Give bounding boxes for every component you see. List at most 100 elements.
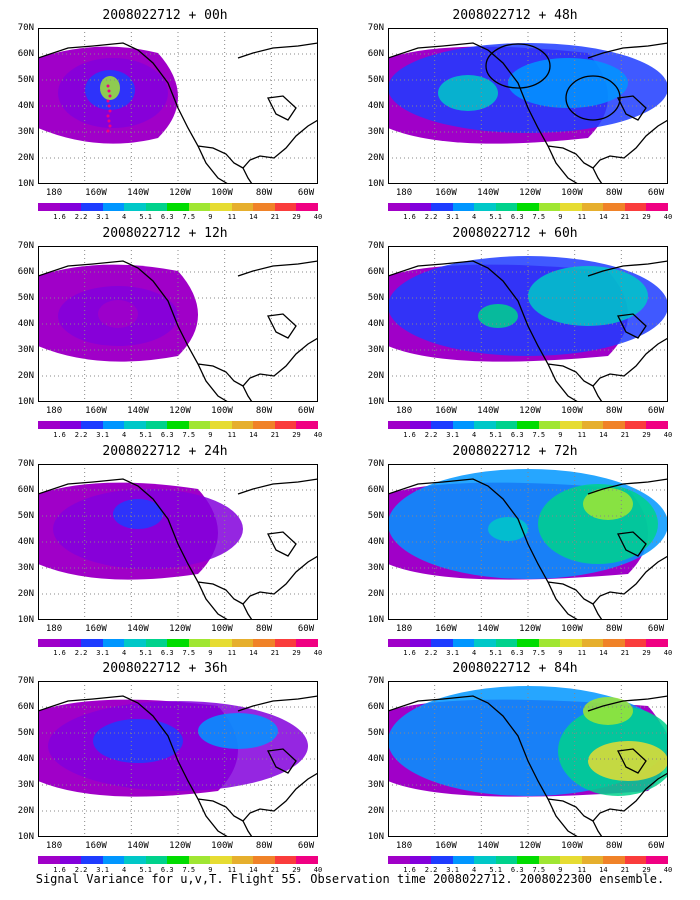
map-panel-p72: 2008022712 + 72h 70N 60N 50N 40N 30N 20N 10N 180… bbox=[350, 444, 680, 657]
flight-track-point bbox=[106, 129, 110, 133]
colorbar-tick-label: 3.1 bbox=[96, 431, 109, 439]
longitude-tick-label: 100W bbox=[211, 188, 233, 198]
colorbar bbox=[38, 421, 318, 429]
longitude-tick-label: 140W bbox=[127, 841, 149, 851]
longitude-tick-label: 180 bbox=[395, 406, 413, 416]
colorbar-tick-label: 1.6 bbox=[403, 866, 416, 874]
longitude-tick-label: 120W bbox=[169, 841, 191, 851]
colorbar-swatch bbox=[145, 203, 168, 211]
colorbar-swatch bbox=[167, 639, 189, 647]
colorbar-labels: 1.6 2.2 3.1 4 5.1 6.3 7.5 9 11 14 21 29 40 bbox=[38, 431, 322, 441]
colorbar-swatch bbox=[431, 856, 453, 864]
colorbar-swatch bbox=[646, 203, 668, 211]
longitude-tick-label: 160W bbox=[435, 188, 457, 198]
map-panel-p12: 2008022712 + 12h 70N 60N 50N 40N 30N 20N 10N 180… bbox=[0, 226, 330, 439]
flight-track-point bbox=[106, 99, 110, 103]
longitude-tick-label: 180 bbox=[395, 188, 413, 198]
map-frame bbox=[388, 681, 668, 837]
colorbar-swatch bbox=[646, 856, 668, 864]
colorbar-swatch bbox=[59, 639, 82, 647]
colorbar-swatch bbox=[167, 856, 189, 864]
colorbar-labels: 1.6 2.2 3.1 4 5.1 6.3 7.5 9 11 14 21 29 40 bbox=[38, 213, 322, 223]
longitude-tick-label: 100W bbox=[211, 624, 233, 634]
longitude-tick-label: 140W bbox=[127, 406, 149, 416]
variance-contour bbox=[98, 300, 138, 328]
variance-contour bbox=[113, 499, 163, 529]
colorbar-tick-label: 3.1 bbox=[446, 649, 459, 657]
colorbar-tick-label: 11 bbox=[577, 866, 587, 874]
colorbar-swatch bbox=[581, 639, 604, 647]
colorbar-swatch bbox=[188, 856, 211, 864]
latitude-tick-label: 50N bbox=[17, 293, 34, 303]
map-panel-p84: 2008022712 + 84h 70N 60N 50N 40N 30N 20N 10N 180… bbox=[350, 661, 680, 874]
colorbar-tick-label: 40 bbox=[313, 866, 323, 874]
colorbar-tick-label: 5.1 bbox=[489, 431, 503, 439]
colorbar-swatch bbox=[388, 856, 410, 864]
colorbar-swatch bbox=[474, 856, 496, 864]
colorbar-tick-label: 40 bbox=[663, 866, 673, 874]
colorbar-tick-label: 3.1 bbox=[446, 866, 459, 874]
longitude-tick-label: 100W bbox=[561, 624, 583, 634]
colorbar-tick-label: 4 bbox=[122, 649, 127, 657]
colorbar-swatch bbox=[145, 639, 168, 647]
colorbar-swatch bbox=[495, 421, 518, 429]
colorbar-swatch bbox=[603, 203, 625, 211]
colorbar-tick-label: 40 bbox=[663, 431, 673, 439]
colorbar-tick-label: 9 bbox=[558, 649, 563, 657]
variance-contour bbox=[588, 741, 668, 781]
variance-contour bbox=[478, 304, 518, 328]
colorbar-swatch bbox=[538, 203, 561, 211]
colorbar-tick-label: 5.1 bbox=[139, 431, 153, 439]
colorbar-tick-label: 29 bbox=[642, 866, 651, 874]
colorbar-swatch bbox=[167, 421, 189, 429]
longitude-tick-label: 120W bbox=[169, 624, 191, 634]
colorbar-swatch bbox=[210, 856, 232, 864]
colorbar-tick-label: 6.3 bbox=[160, 431, 174, 439]
colorbar-swatch bbox=[603, 639, 625, 647]
colorbar-swatch bbox=[253, 856, 275, 864]
colorbar-swatch bbox=[581, 856, 604, 864]
colorbar-tick-label: 6.3 bbox=[160, 866, 174, 874]
longitude-tick-label: 60W bbox=[647, 624, 665, 634]
flight-track-point bbox=[107, 104, 111, 108]
colorbar-tick-label: 4 bbox=[122, 431, 127, 439]
flight-track-point bbox=[108, 124, 112, 128]
colorbar-swatch bbox=[210, 639, 232, 647]
latitude-tick-label: 30N bbox=[367, 563, 384, 573]
colorbar-swatch bbox=[646, 639, 668, 647]
colorbar-swatch bbox=[388, 639, 410, 647]
colorbar-tick-label: 11 bbox=[227, 431, 237, 439]
colorbar-swatch bbox=[274, 203, 297, 211]
colorbar-swatch bbox=[274, 639, 297, 647]
latitude-tick-label: 70N bbox=[367, 241, 384, 251]
colorbar-swatch bbox=[231, 421, 254, 429]
colorbar-swatch bbox=[646, 421, 668, 429]
latitude-tick-label: 20N bbox=[367, 153, 384, 163]
colorbar-swatch bbox=[452, 203, 475, 211]
colorbar-tick-label: 29 bbox=[292, 213, 301, 221]
latitude-tick-label: 60N bbox=[367, 702, 384, 712]
latitude-tick-label: 50N bbox=[367, 75, 384, 85]
colorbar-swatch bbox=[81, 421, 103, 429]
variance-contour bbox=[508, 58, 628, 108]
colorbar-swatch bbox=[231, 203, 254, 211]
colorbar-tick-label: 11 bbox=[227, 649, 237, 657]
colorbar-tick-label: 21 bbox=[270, 431, 280, 439]
colorbar-tick-label: 2.2 bbox=[424, 213, 438, 221]
map-frame bbox=[388, 464, 668, 620]
colorbar-swatch bbox=[538, 639, 561, 647]
colorbar-tick-label: 14 bbox=[249, 649, 258, 657]
map-panel-p60: 2008022712 + 60h 70N 60N 50N 40N 30N 20N 10N 180… bbox=[350, 226, 680, 439]
longitude-tick-label: 60W bbox=[647, 188, 665, 198]
latitude-tick-label: 40N bbox=[367, 754, 384, 764]
colorbar-swatch bbox=[452, 421, 475, 429]
colorbar-swatch bbox=[231, 639, 254, 647]
coastline bbox=[38, 42, 318, 184]
colorbar-swatch bbox=[452, 856, 475, 864]
longitude-tick-label: 100W bbox=[561, 406, 583, 416]
latitude-tick-label: 10N bbox=[367, 615, 384, 625]
colorbar-tick-label: 5.1 bbox=[139, 213, 153, 221]
longitude-tick-label: 60W bbox=[647, 841, 665, 851]
colorbar-swatch bbox=[624, 203, 647, 211]
latitude-tick-label: 30N bbox=[367, 345, 384, 355]
